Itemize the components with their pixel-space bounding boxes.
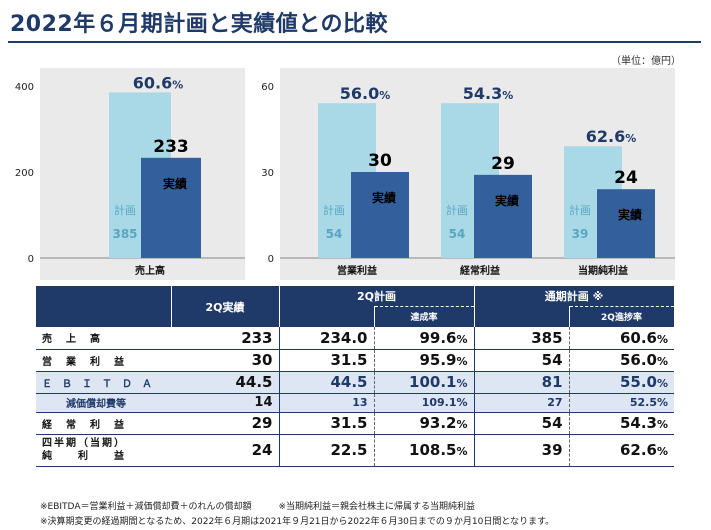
cell-progress: 52.5% — [568, 393, 675, 413]
row-label: 四半期（当期）純 利 益 — [36, 434, 171, 467]
header-achievement-rate: 達成率 — [373, 305, 475, 327]
unit-label: （単位：億円） — [611, 56, 681, 67]
cell-progress: 62.6% — [568, 434, 675, 467]
plan-value-label: 39 — [572, 227, 589, 241]
cell-q2-plan: 13 — [278, 393, 374, 413]
category-label: 営業利益 — [337, 264, 377, 277]
y-tick-label: 30 — [261, 168, 274, 179]
cell-q2-plan: 44.5 — [278, 371, 374, 394]
footnote-definitions: ※EBITDA＝営業利益＋減価償却費＋のれんの償却額 ※当期純利益＝親会社株主に… — [40, 502, 476, 512]
table-row-ebitda: Ｅ Ｂ Ｉ Ｔ Ｄ Ａ 44.5 44.5 100.1% 81 55.0% — [36, 371, 675, 394]
row-label: 営 業 利 益 — [36, 349, 171, 372]
cell-rate: 99.6% — [373, 327, 475, 350]
cell-q2-plan: 31.5 — [278, 412, 374, 435]
cell-q2-actual: 44.5 — [171, 371, 279, 394]
table-row-depreciation: 減価償却費等 14 13 109.1% 27 52.5% — [36, 393, 675, 413]
footnote-fiscal-period: ※決算期変更の経過期間となるため、2022年６月期は2021年９月21日から20… — [40, 517, 555, 527]
table-row: 経 常 利 益 29 31.5 93.2% 54 54.3% — [36, 412, 675, 435]
plan-value-label: 385 — [112, 227, 137, 241]
row-label: 経 常 利 益 — [36, 412, 171, 435]
cell-fy-plan: 54 — [473, 412, 570, 435]
row-label: Ｅ Ｂ Ｉ Ｔ Ｄ Ａ — [36, 371, 171, 394]
cell-fy-plan: 27 — [473, 393, 570, 413]
plan-value-label: 54 — [326, 227, 343, 241]
header-fy-plan-value — [474, 306, 570, 327]
header-blank — [36, 286, 172, 327]
cell-q2-plan: 31.5 — [278, 349, 374, 372]
table-row: 営 業 利 益 30 31.5 95.9% 54 56.0% — [36, 349, 675, 372]
actual-value-label: 24 — [614, 168, 638, 188]
actual-bar — [141, 157, 201, 258]
actual-bar-label: 実績 — [163, 176, 187, 191]
actual-bar-label: 実績 — [495, 193, 519, 208]
cell-fy-plan: 81 — [473, 371, 570, 394]
actual-bar-label: 実績 — [618, 207, 642, 222]
cell-progress: 56.0% — [568, 349, 675, 372]
cell-q2-actual: 24 — [171, 434, 279, 467]
title-underline — [8, 41, 701, 43]
category-label: 売上高 — [135, 264, 165, 277]
cell-progress: 60.6% — [568, 327, 675, 350]
y-tick-label: 200 — [15, 168, 34, 179]
y-tick-label: 0 — [28, 254, 34, 265]
actual-value-label: 29 — [491, 154, 515, 174]
actual-bar — [474, 174, 532, 258]
achievement-pct-label: 56.0% — [340, 84, 391, 103]
cell-fy-plan: 39 — [473, 434, 570, 467]
header-q2-progress: 2Q進捗率 — [568, 305, 675, 327]
plan-bar-label: 計画 — [446, 203, 468, 217]
table-row: 四半期（当期）純 利 益 24 22.5 108.5% 39 62.6% — [36, 434, 675, 467]
category-label: 当期純利益 — [578, 264, 628, 277]
category-label: 経常利益 — [460, 264, 500, 277]
header-q2-plan-value — [279, 306, 375, 327]
plan-value-label: 54 — [449, 227, 466, 241]
cell-fy-plan: 54 — [473, 349, 570, 372]
cell-q2-actual: 14 — [171, 393, 279, 413]
header-q2-plan: 2Q計画 — [279, 286, 475, 306]
cell-q2-plan: 234.0 — [278, 327, 374, 350]
achievement-pct-label: 62.6% — [586, 127, 637, 146]
cell-progress: 55.0% — [568, 371, 675, 394]
table-row: 売 上 高 233 234.0 99.6% 385 60.6% — [36, 327, 675, 350]
cell-q2-actual: 30 — [171, 349, 279, 372]
row-label: 減価償却費等 — [36, 393, 171, 413]
y-tick-label: 400 — [15, 82, 34, 93]
cell-q2-actual: 233 — [171, 327, 279, 350]
cell-rate: 108.5% — [373, 434, 475, 467]
actual-value-label: 30 — [368, 151, 392, 171]
achievement-pct-label: 60.6% — [133, 73, 184, 92]
plan-bar-label: 計画 — [114, 203, 136, 217]
cell-q2-actual: 29 — [171, 412, 279, 435]
achievement-pct-label: 54.3% — [463, 84, 514, 103]
cell-fy-plan: 385 — [473, 327, 570, 350]
actual-value-label: 233 — [153, 137, 189, 157]
y-tick-label: 60 — [261, 82, 274, 93]
cell-rate: 100.1% — [373, 371, 475, 394]
cell-progress: 54.3% — [568, 412, 675, 435]
cell-rate: 93.2% — [373, 412, 475, 435]
header-full-year-plan: 通期計画 ※ — [474, 286, 675, 306]
y-tick-label: 0 — [268, 254, 274, 265]
plan-bar-label: 計画 — [323, 203, 345, 217]
comparison-table: 2Q実績 2Q計画 通期計画 ※ 達成率 2Q進捗率 売 上 高 233 234… — [36, 286, 675, 467]
actual-bar — [597, 189, 655, 258]
actual-bar — [351, 172, 409, 258]
header-q2-actual: 2Q実績 — [171, 286, 280, 327]
plan-bar-label: 計画 — [569, 203, 591, 217]
cell-rate: 95.9% — [373, 349, 475, 372]
page-title: 2022年６月期計画と実績値との比較 — [10, 12, 389, 37]
row-label: 売 上 高 — [36, 327, 171, 350]
cell-q2-plan: 22.5 — [278, 434, 374, 467]
actual-bar-label: 実績 — [372, 190, 396, 205]
cell-rate: 109.1% — [373, 393, 475, 413]
